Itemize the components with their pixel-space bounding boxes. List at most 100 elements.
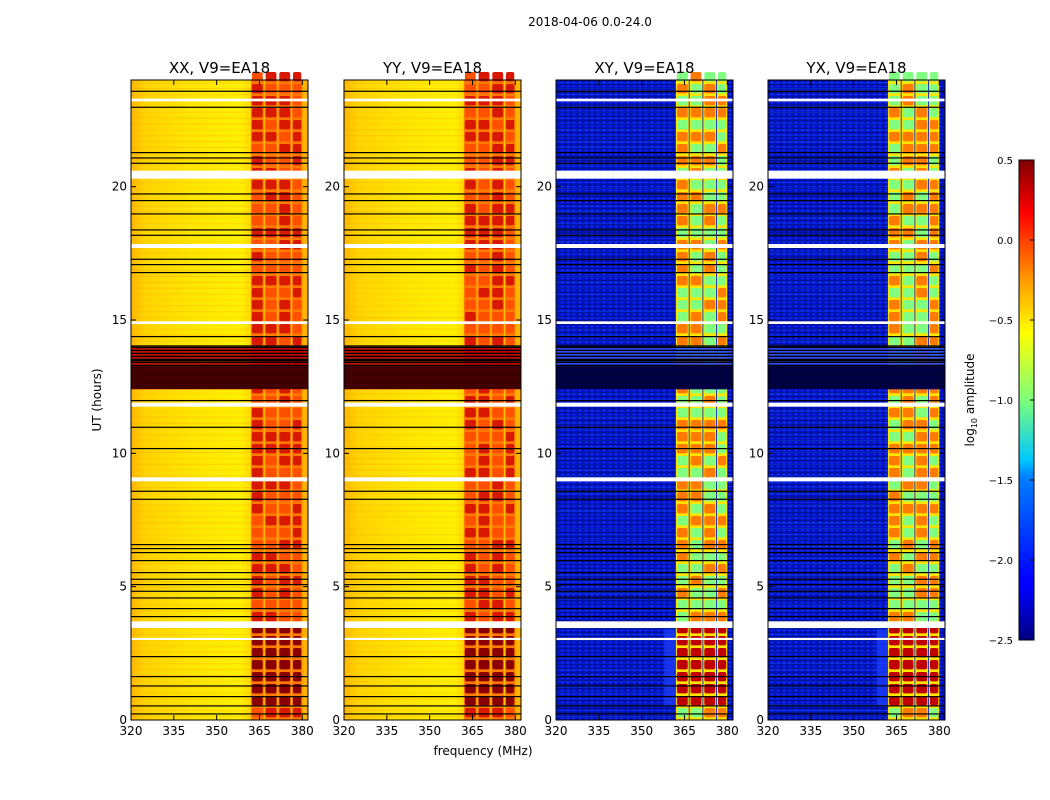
signal-cell bbox=[265, 408, 277, 418]
flag-line bbox=[131, 345, 308, 347]
signal-cell bbox=[506, 708, 515, 718]
signal-cell bbox=[506, 108, 515, 118]
signal-cell bbox=[902, 588, 914, 598]
signal-cell bbox=[888, 180, 900, 190]
flag-line bbox=[131, 552, 308, 554]
texture-line bbox=[768, 428, 888, 430]
texture-line bbox=[344, 410, 464, 412]
signal-cell bbox=[930, 552, 939, 562]
texture-line bbox=[344, 328, 464, 330]
flag-line bbox=[768, 234, 945, 236]
signal-cell bbox=[704, 72, 716, 82]
texture-line bbox=[768, 645, 888, 647]
signal-cell bbox=[676, 516, 688, 526]
signal-cell bbox=[293, 108, 302, 118]
texture-line bbox=[131, 123, 251, 125]
panel-title: YX, V9=EA18 bbox=[805, 59, 906, 77]
dense-flag-line bbox=[131, 369, 308, 371]
rfi-fill bbox=[131, 351, 308, 353]
signal-cell bbox=[251, 180, 263, 190]
flag-line bbox=[344, 696, 521, 698]
signal-cell bbox=[251, 300, 263, 310]
signal-cell bbox=[251, 456, 263, 466]
signal-cell bbox=[902, 84, 914, 94]
flag-line bbox=[344, 106, 521, 108]
flag-line bbox=[768, 498, 945, 500]
flag-line bbox=[556, 162, 733, 164]
signal-cell bbox=[690, 204, 702, 214]
texture-line bbox=[344, 422, 464, 424]
signal-cell bbox=[888, 636, 900, 646]
texture-line bbox=[768, 516, 888, 518]
signal-cell bbox=[718, 336, 727, 346]
signal-cell bbox=[690, 252, 702, 262]
flag-line bbox=[556, 229, 733, 231]
panel-frame bbox=[343, 79, 522, 721]
texture-line bbox=[556, 223, 676, 225]
signal-cell bbox=[464, 696, 476, 706]
dense-flag-line bbox=[131, 385, 308, 387]
signal-cell bbox=[704, 120, 716, 130]
signal-cell bbox=[718, 660, 727, 670]
signal-cell bbox=[251, 420, 263, 430]
signal-cell bbox=[676, 552, 688, 562]
flag-line bbox=[556, 713, 733, 715]
flag-line bbox=[768, 548, 945, 550]
signal-cell bbox=[293, 420, 302, 430]
flag-gap bbox=[556, 621, 733, 628]
signal-cell bbox=[676, 408, 688, 418]
texture-line bbox=[768, 105, 888, 107]
texture-line bbox=[344, 475, 464, 477]
rfi-line bbox=[131, 349, 308, 352]
signal-cell bbox=[888, 504, 900, 514]
signal-cell bbox=[464, 660, 476, 670]
y-tick-label: 5 bbox=[544, 580, 552, 594]
texture-line bbox=[768, 598, 888, 600]
y-tick-label: 20 bbox=[112, 180, 127, 194]
texture-line bbox=[768, 704, 888, 706]
flag-line bbox=[131, 696, 308, 698]
signal-cell bbox=[478, 480, 490, 490]
signal-cell bbox=[251, 72, 263, 82]
dense-flag-line bbox=[131, 365, 308, 367]
signal-cell bbox=[279, 660, 291, 670]
signal-cell bbox=[690, 648, 702, 658]
signal-cell bbox=[676, 204, 688, 214]
signal-cell bbox=[265, 132, 277, 142]
signal-cell bbox=[916, 288, 928, 298]
dense-flag-line bbox=[344, 379, 521, 381]
flag-gap bbox=[344, 98, 521, 102]
texture-line bbox=[344, 540, 464, 541]
texture-line bbox=[344, 182, 464, 184]
signal-cell bbox=[676, 504, 688, 514]
texture-line bbox=[131, 252, 251, 254]
signal-cell bbox=[506, 132, 515, 142]
signal-cell bbox=[902, 552, 914, 562]
signal-cell bbox=[492, 84, 504, 94]
texture-line bbox=[768, 469, 888, 471]
y-tick-label: 0 bbox=[119, 713, 127, 727]
colorbar-label-suffix: amplitude bbox=[963, 354, 977, 418]
rfi-line bbox=[768, 352, 945, 355]
signal-cell bbox=[704, 180, 716, 190]
signal-cell bbox=[478, 528, 490, 538]
flag-line bbox=[131, 106, 308, 108]
signal-cell bbox=[265, 432, 277, 442]
signal-cell bbox=[916, 564, 928, 574]
signal-cell bbox=[265, 288, 277, 298]
dense-flag-line bbox=[556, 367, 733, 369]
texture-line bbox=[344, 340, 464, 342]
texture-line bbox=[131, 698, 251, 700]
texture-line bbox=[768, 217, 888, 219]
signal-cell bbox=[676, 588, 688, 598]
signal-cell bbox=[492, 132, 504, 142]
texture-line bbox=[344, 522, 464, 524]
rfi-line bbox=[344, 355, 521, 358]
signal-cell bbox=[251, 108, 263, 118]
signal-cell bbox=[251, 636, 263, 646]
dense-flag-line bbox=[131, 379, 308, 381]
dense-flag-line bbox=[768, 387, 945, 389]
flag-gap bbox=[131, 321, 308, 324]
signal-cell bbox=[930, 132, 939, 142]
signal-cell bbox=[293, 492, 302, 502]
